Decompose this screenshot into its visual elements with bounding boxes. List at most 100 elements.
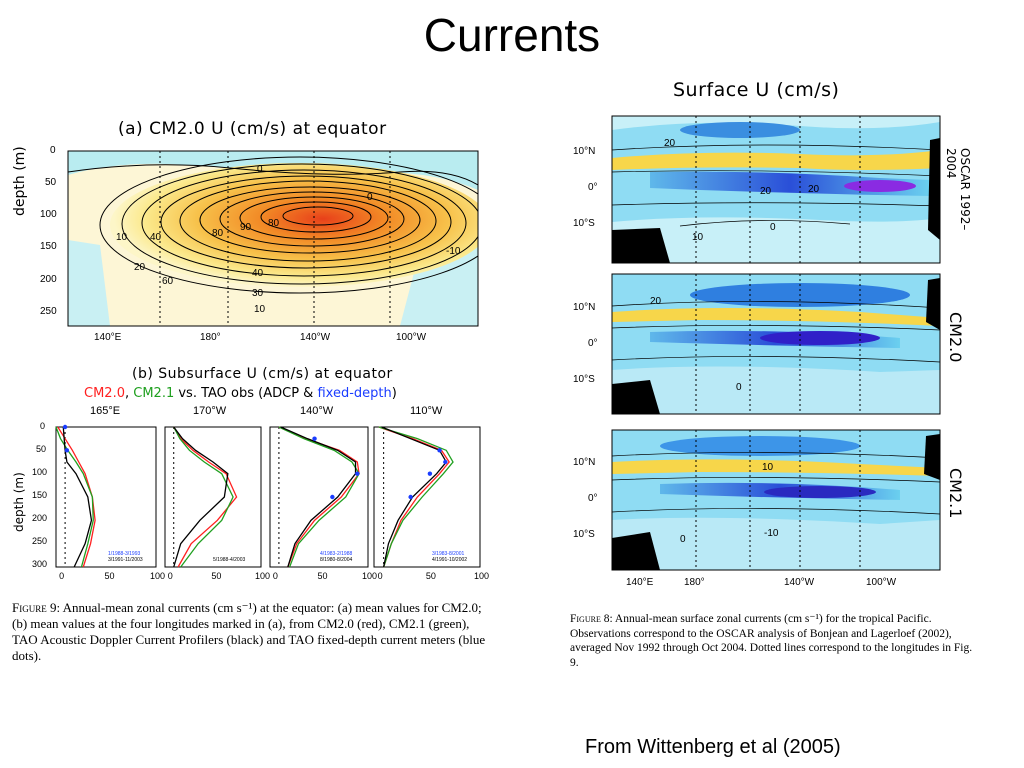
x-tick: 50 <box>211 571 222 581</box>
figure-8-caption: Figure 8: Annual-mean surface zonal curr… <box>570 612 982 670</box>
fixed-depth-point <box>408 494 413 500</box>
x-tick: 140°W <box>300 332 331 343</box>
profile-frame <box>269 426 369 568</box>
x-tick: 50 <box>317 571 328 581</box>
profile-line-adcp <box>173 426 229 568</box>
profile-longitude: 170°W <box>193 405 227 417</box>
x-tick: 0 <box>167 571 173 581</box>
legend-fixed-depth: fixed-depth <box>317 386 392 401</box>
contour-label: -10 <box>764 528 779 539</box>
contour-label: 10 <box>692 232 704 243</box>
profile-date: 3/1983-8/2001 <box>432 551 465 557</box>
y-tick: 50 <box>36 444 47 454</box>
x-tick: 180° <box>200 332 221 343</box>
lon-tick: 140°E <box>626 577 654 588</box>
cm21-map-panel <box>612 430 940 570</box>
source-credit: From Wittenberg et al (2005) <box>585 736 841 758</box>
fixed-depth-point <box>427 471 433 476</box>
contour-label: 10 <box>762 462 774 473</box>
caption-label: Figure 8: <box>570 613 613 625</box>
profile-line-cm2-1 <box>55 426 94 568</box>
contour-label: 90 <box>240 222 252 233</box>
profile-line-adcp <box>381 426 448 568</box>
fixed-depth-point <box>443 459 448 465</box>
panel-b-legend: CM2.0, CM2.1 vs. TAO obs (ADCP & fixed-d… <box>84 386 397 401</box>
figure-8-title: Surface U (cm/s) <box>673 79 840 101</box>
lat-tick: 0° <box>588 182 598 193</box>
lat-tick: 10°S <box>573 374 595 385</box>
x-tick: 0 <box>272 571 278 581</box>
profile-line-cm2-1 <box>378 426 454 568</box>
fixed-depth-point <box>330 494 335 500</box>
x-tick: 100 <box>255 571 271 581</box>
x-tick: 100 <box>474 571 490 581</box>
caption-text: Annual-mean surface zonal currents (cm s… <box>570 613 973 669</box>
x-tick: 100°W <box>396 332 427 343</box>
y-tick: 50 <box>45 177 57 188</box>
y-tick: 200 <box>32 513 48 523</box>
y-tick: 150 <box>40 241 57 252</box>
legend-cm21: CM2.1 <box>133 386 175 401</box>
fixed-depth-point <box>62 424 68 430</box>
contour-label: 0 <box>680 534 686 545</box>
contour-label: 0 <box>736 382 742 393</box>
panel-a-title: (a) CM2.0 U (cm/s) at equator <box>118 119 387 139</box>
panel-label-cm21: CM2.1 <box>946 468 965 519</box>
caption-label: Figure 9: <box>12 600 61 615</box>
fixed-depth-point <box>312 436 317 441</box>
y-tick: 100 <box>32 467 48 477</box>
x-tick: 140°E <box>94 332 122 343</box>
contour-label: 80 <box>212 228 224 239</box>
profile-date: 5/1988-4/2003 <box>213 557 246 563</box>
contour-label: 20 <box>650 296 662 307</box>
fixed-depth-point <box>355 471 360 476</box>
profile-line-adcp <box>62 426 93 568</box>
x-tick: 100 <box>362 571 378 581</box>
panel-label-cm20: CM2.0 <box>946 312 965 363</box>
panel-label-oscar: OSCAR 1992–2004 <box>944 148 972 231</box>
x-tick: 100 <box>150 571 166 581</box>
profile-line-cm2-0 <box>57 426 96 568</box>
y-tick: 200 <box>40 274 57 285</box>
caption-text: Annual-mean zonal currents (cm s⁻¹) at t… <box>12 600 486 663</box>
contour-label: 10 <box>116 232 128 243</box>
contour-label: 40 <box>150 232 162 243</box>
panel-a-plot <box>68 151 478 326</box>
legend-vs: vs. TAO obs (ADCP & <box>178 386 314 401</box>
x-tick: 0 <box>59 571 65 581</box>
y-tick: 150 <box>32 490 48 500</box>
contour-label: 10 <box>254 304 266 315</box>
lat-tick: 10°S <box>573 218 595 229</box>
contour-label: 0 <box>770 222 776 233</box>
lat-tick: 10°N <box>573 146 596 157</box>
lat-tick: 10°S <box>573 529 595 540</box>
profile-date: 1/1988-3/1993 <box>108 551 141 557</box>
contour-label: 20 <box>808 184 820 195</box>
contour-label: 80 <box>268 218 280 229</box>
cm20-map-panel <box>612 274 940 414</box>
profile-longitude: 140°W <box>300 405 334 417</box>
profile-date: 4/1991-10/2002 <box>432 557 468 563</box>
legend-cm20: CM2.0 <box>84 386 125 401</box>
fixed-depth-point <box>437 448 442 453</box>
fixed-depth-point <box>64 448 70 453</box>
profile-longitude: 165°E <box>90 405 121 417</box>
lon-tick: 100°W <box>866 577 897 588</box>
profile-line-cm2-1 <box>173 426 234 568</box>
contour-label: 20 <box>134 262 146 273</box>
panel-b-title: (b) Subsurface U (cm/s) at equator <box>132 366 393 382</box>
lat-tick: 10°N <box>573 302 596 313</box>
lat-tick: 0° <box>588 338 598 349</box>
y-tick: 0 <box>40 421 46 431</box>
slide-title: Currents <box>423 9 601 61</box>
contour-label: 30 <box>252 288 264 299</box>
lat-tick: 0° <box>588 493 598 504</box>
y-tick: 250 <box>32 536 48 546</box>
y-tick: 0 <box>50 145 56 156</box>
lon-tick: 180° <box>684 577 705 588</box>
x-tick: 0 <box>377 571 383 581</box>
contour-label: 20 <box>664 138 676 149</box>
